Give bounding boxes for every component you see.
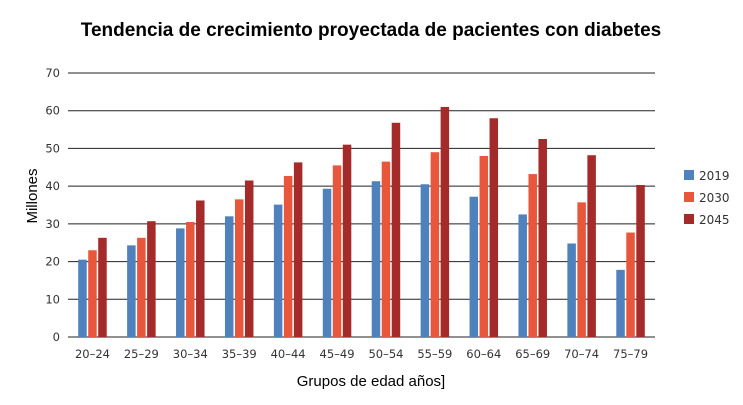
- bar-2045-4: [293, 162, 303, 337]
- bar-2019-7: [420, 184, 430, 337]
- bar-2030-11: [626, 232, 635, 337]
- bars: [78, 106, 645, 337]
- x-tick-label: 40–44: [271, 347, 306, 361]
- bar-2030-8: [479, 155, 489, 337]
- bar-2019-1: [127, 245, 136, 337]
- bar-2019-8: [469, 196, 479, 337]
- bar-2019-2: [176, 228, 185, 337]
- x-tick-label: 45–49: [320, 347, 355, 361]
- bar-2045-0: [98, 237, 107, 337]
- bar-2045-7: [440, 106, 450, 337]
- bar-2030-3: [234, 199, 244, 337]
- legend-swatch-2030: [684, 192, 694, 202]
- legend-label-2030: 2030: [699, 191, 730, 205]
- bar-2019-3: [224, 216, 234, 337]
- y-tick-label: 30: [45, 217, 60, 231]
- bar-2045-3: [244, 180, 254, 337]
- legend-label-2045: 2045: [699, 213, 730, 227]
- bar-2045-9: [538, 139, 547, 337]
- chart-title: Tendencia de crecimiento proyectada de p…: [81, 20, 661, 41]
- bar-2019-4: [273, 204, 283, 337]
- y-axis-ticks: 0 10 20 30 40 50 60 70: [45, 66, 60, 344]
- y-tick-label: 0: [53, 330, 60, 344]
- bar-2030-0: [88, 250, 97, 337]
- bar-2030-5: [332, 165, 342, 337]
- bar-2030-6: [381, 161, 391, 337]
- y-tick-label: 60: [45, 104, 60, 118]
- bar-2019-5: [322, 188, 332, 337]
- bar-2019-10: [567, 243, 576, 337]
- x-tick-label: 75–79: [613, 347, 648, 361]
- x-tick-label: 55–59: [417, 347, 452, 361]
- y-tick-label: 20: [45, 255, 60, 269]
- bar-2045-11: [636, 185, 645, 337]
- legend-swatch-2019: [684, 170, 694, 180]
- gridlines: [68, 72, 655, 338]
- bar-2030-7: [430, 152, 440, 337]
- y-tick-label: 50: [45, 141, 60, 155]
- bar-2019-0: [78, 259, 87, 337]
- bar-2030-4: [283, 175, 293, 337]
- x-tick-label: 50–54: [368, 347, 403, 361]
- bar-2045-5: [342, 144, 352, 337]
- x-tick-label: 30–34: [173, 347, 208, 361]
- y-tick-label: 10: [45, 292, 60, 306]
- x-axis-ticks: 20–24 25–29 30–34 35–39 40–44 45–49 50–54 55–59…: [75, 347, 648, 361]
- y-axis-label: Millones: [24, 168, 41, 223]
- y-tick-label: 40: [45, 179, 60, 193]
- x-tick-label: 35–39: [222, 347, 257, 361]
- x-tick-label: 70–74: [564, 347, 599, 361]
- bar-2045-10: [587, 155, 596, 337]
- bar-2019-11: [616, 269, 625, 337]
- bar-2030-10: [577, 202, 586, 337]
- x-tick-label: 65–69: [515, 347, 550, 361]
- bar-2045-8: [489, 118, 499, 337]
- bar-2030-2: [186, 221, 195, 337]
- x-axis-label: Grupos de edad años]: [297, 373, 445, 390]
- bar-2030-1: [137, 237, 146, 337]
- bar-2045-6: [391, 122, 401, 337]
- y-tick-label: 70: [45, 66, 60, 80]
- legend-swatch-2045: [684, 214, 694, 224]
- x-tick-label: 20–24: [75, 347, 110, 361]
- bar-2045-1: [147, 221, 156, 337]
- bar-2019-9: [518, 214, 527, 337]
- x-tick-label: 60–64: [466, 347, 501, 361]
- x-tick-label: 25–29: [124, 347, 159, 361]
- legend: 2019 2030 2045: [684, 169, 730, 227]
- bar-2045-2: [196, 200, 205, 337]
- legend-label-2019: 2019: [699, 169, 730, 183]
- bar-2030-9: [528, 174, 537, 337]
- bar-2019-6: [371, 181, 381, 337]
